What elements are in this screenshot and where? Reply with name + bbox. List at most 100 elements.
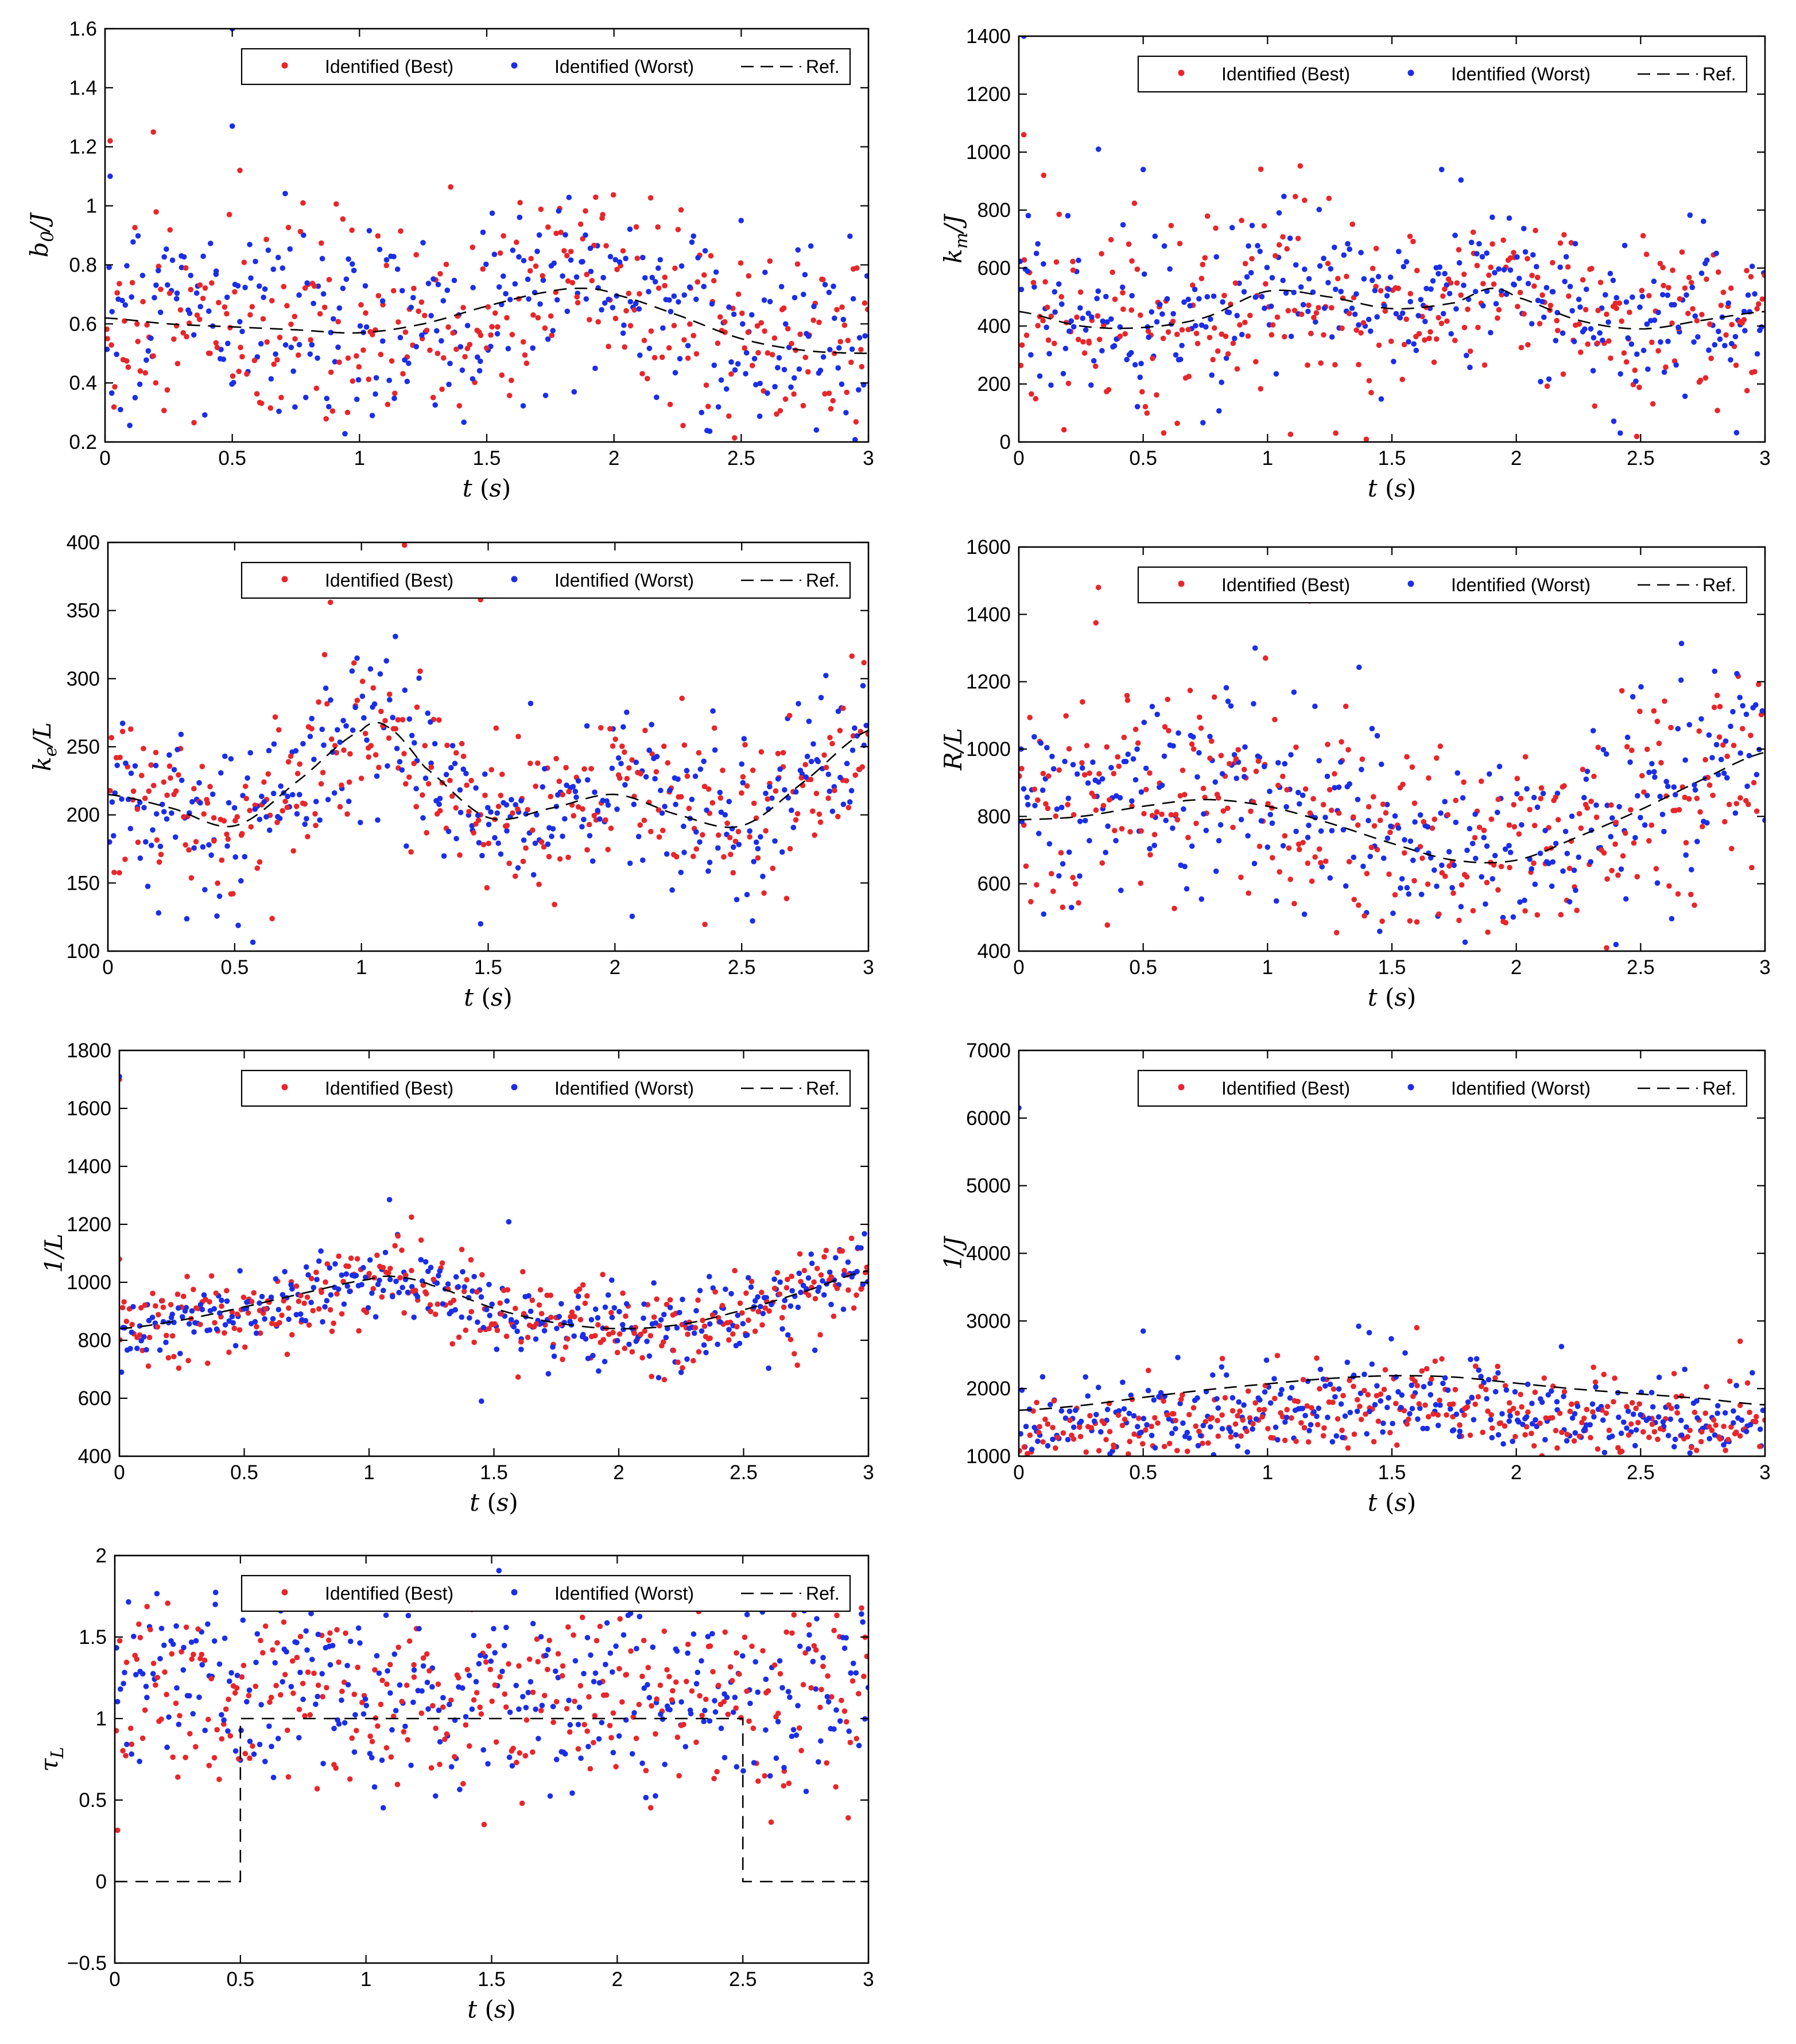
data-point-worst [609,1277,615,1283]
data-point-worst [627,298,634,305]
data-point-worst [813,1686,819,1692]
data-point-worst [1639,293,1646,300]
data-point-worst [1134,404,1141,410]
data-point-worst [1637,304,1643,310]
data-point-worst [584,777,591,783]
data-point-worst [775,776,781,782]
data-point-worst [320,291,327,297]
data-point-worst [567,1318,573,1325]
data-point-worst [425,1706,431,1712]
data-point-worst [1065,796,1072,801]
axes-frame [1018,35,1766,443]
data-point-best [661,743,667,749]
data-point-worst [813,427,820,433]
data-point-best [158,1716,164,1722]
data-point-best [427,347,433,353]
data-point-worst [782,1297,788,1304]
data-point-worst [796,366,802,372]
data-point-best [1488,264,1494,270]
data-point-best [1099,251,1104,257]
data-point-worst [1597,330,1603,336]
data-point-best [1481,827,1487,833]
data-point-best [180,330,187,336]
data-point-worst [793,1732,800,1738]
data-point-worst [206,308,212,314]
data-point-worst [674,1325,680,1331]
data-point-worst [246,1687,253,1693]
data-point-worst [150,827,156,833]
data-point-best [1495,315,1500,321]
data-point-worst [1132,362,1138,368]
data-point-best [654,1296,660,1302]
data-point-best [1577,1433,1582,1439]
data-point-worst [747,1700,753,1706]
data-point-best [1507,1400,1512,1406]
data-point-worst [1553,840,1559,847]
data-point-best [1166,728,1172,734]
data-point-worst [470,1288,475,1294]
data-point-worst [1116,1408,1122,1414]
data-point-worst [332,1261,338,1267]
data-point-worst [802,272,808,278]
data-point-best [214,344,220,351]
data-point-best [1247,1415,1253,1421]
data-point-worst [1529,1401,1535,1406]
data-point-best [409,1214,414,1220]
data-point-worst [1351,854,1357,860]
data-point-worst [762,269,768,276]
reference-line [1019,1375,1765,1411]
data-point-worst [411,1667,417,1673]
data-point-worst [208,852,214,858]
data-point-best [1595,340,1601,346]
data-point-best [411,285,417,292]
data-point-worst [1380,855,1387,861]
data-point-best [430,394,436,401]
data-point-best [1561,1389,1568,1395]
data-point-best [1213,225,1219,231]
data-point-best [1037,1424,1042,1430]
data-point-worst [1651,769,1657,775]
data-point-best [1461,272,1467,277]
data-point-best [529,1297,536,1304]
data-point-best [301,1300,307,1306]
data-point-best [589,278,595,284]
data-point-best [1302,786,1309,792]
data-point-best [814,1266,820,1271]
data-point-best [254,865,261,871]
data-point-best [828,406,834,412]
data-point-worst [718,377,724,383]
data-point-worst [537,301,543,307]
data-point-best [684,773,691,779]
data-point-worst [707,859,713,866]
data-point-best [1320,1433,1326,1439]
data-point-best [845,1287,851,1293]
data-point-worst [428,1265,434,1270]
data-point-best [486,840,491,847]
data-point-best [1622,830,1628,836]
data-point-best [864,1265,868,1270]
data-point-worst [1226,309,1232,316]
data-point-worst [566,195,572,200]
data-point-best [141,746,146,751]
data-point-worst [1584,286,1589,292]
data-point-worst [1333,1433,1340,1439]
data-point-best [1244,1428,1250,1434]
data-point-best [1733,801,1740,806]
data-point-worst [1718,757,1724,762]
data-point-worst [654,754,660,759]
data-point-worst [380,1805,386,1811]
data-point-worst [1746,753,1752,759]
data-point-worst [1121,1406,1127,1412]
data-point-best [1255,758,1262,764]
data-point-best [1595,1446,1601,1452]
data-point-best [150,1290,156,1297]
data-point-best [1366,804,1372,810]
data-point-worst [614,806,620,812]
data-point-best [1728,1424,1734,1430]
data-point-best [1694,796,1700,801]
data-point-best [378,708,384,715]
data-point-best [739,1310,745,1316]
data-point-best [321,304,328,311]
data-point-best [1595,744,1601,750]
data-point-worst [251,1751,257,1757]
